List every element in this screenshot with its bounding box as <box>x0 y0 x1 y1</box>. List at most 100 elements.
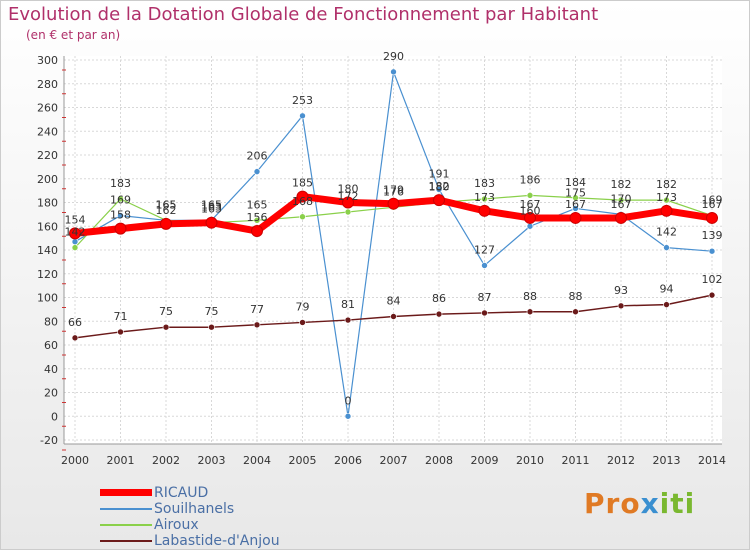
data-label: 182 <box>611 178 632 191</box>
y-tick-label: 300 <box>37 54 58 67</box>
data-label: 179 <box>383 184 404 197</box>
y-tick-label: 140 <box>37 244 58 257</box>
data-label: 93 <box>614 284 628 297</box>
data-label: 180 <box>429 181 450 194</box>
data-point <box>299 112 306 120</box>
y-tick-label: 100 <box>37 292 58 305</box>
chart-subtitle: (en € et par an) <box>26 28 121 42</box>
data-label: 165 <box>201 198 222 211</box>
y-tick-label: 0 <box>51 410 58 423</box>
x-tick-label: 2006 <box>334 454 362 467</box>
data-label: 87 <box>478 291 492 304</box>
data-label: 170 <box>611 192 632 205</box>
data-point <box>617 196 625 204</box>
data-label: 165 <box>156 198 177 211</box>
x-tick-label: 2012 <box>607 454 635 467</box>
data-point <box>299 319 306 326</box>
data-point <box>478 204 491 217</box>
data-label: 86 <box>432 292 446 305</box>
y-tick-label: 180 <box>37 197 58 210</box>
data-label: 253 <box>292 94 313 107</box>
data-label: 169 <box>110 194 131 207</box>
x-tick-label: 2013 <box>653 454 681 467</box>
data-label: 183 <box>110 177 131 190</box>
x-tick-label: 2008 <box>425 454 453 467</box>
data-label: 75 <box>159 305 173 318</box>
data-label: 94 <box>660 283 674 296</box>
data-point <box>253 217 261 224</box>
data-point <box>71 238 79 245</box>
data-label: 127 <box>474 243 495 256</box>
data-point <box>706 211 718 224</box>
data-point <box>160 217 172 230</box>
data-label: 88 <box>523 290 537 303</box>
data-point <box>344 412 352 420</box>
x-tick-label: 2000 <box>61 454 89 467</box>
data-point <box>390 68 397 76</box>
data-point <box>572 308 579 316</box>
data-label: 142 <box>65 226 86 239</box>
data-label: 165 <box>156 198 177 211</box>
data-label: 180 <box>338 183 359 196</box>
x-tick-label: 2004 <box>243 454 271 467</box>
y-tick-label: 40 <box>44 363 58 376</box>
data-label: 71 <box>114 310 128 323</box>
data-point <box>253 168 261 175</box>
data-label: 139 <box>702 229 723 242</box>
data-point <box>617 302 625 310</box>
data-point <box>117 212 124 219</box>
data-point <box>663 244 670 251</box>
data-label: 142 <box>656 226 677 239</box>
data-point <box>344 208 352 216</box>
data-label: 182 <box>656 178 677 191</box>
x-tick-label: 2010 <box>516 454 544 467</box>
y-tick-label: 280 <box>37 78 58 91</box>
data-point <box>572 194 579 202</box>
data-label: 102 <box>702 273 723 286</box>
data-label: 158 <box>110 209 131 222</box>
data-label: 168 <box>292 195 313 208</box>
proxiti-logo: Proxiti <box>584 487 696 520</box>
data-point <box>524 211 536 224</box>
data-label: 156 <box>247 211 268 224</box>
legend-label: Souilhanels <box>154 501 235 517</box>
data-point <box>572 205 579 212</box>
data-point <box>435 186 443 193</box>
data-point <box>296 190 309 203</box>
x-tick-label: 2011 <box>562 454 590 467</box>
data-label: 167 <box>611 198 632 211</box>
data-label: 173 <box>474 191 495 204</box>
data-point <box>481 262 488 269</box>
data-label: 81 <box>341 298 355 311</box>
data-label: 206 <box>247 150 268 163</box>
data-label: 185 <box>292 177 313 190</box>
data-label: 186 <box>520 173 541 186</box>
data-point <box>433 194 445 207</box>
x-tick-label: 2002 <box>152 454 180 467</box>
y-tick-label: 260 <box>37 102 58 115</box>
data-point <box>205 216 218 229</box>
data-label: 0 <box>345 394 352 407</box>
data-point <box>208 323 215 331</box>
data-label: 167 <box>520 198 541 211</box>
data-point <box>344 316 352 324</box>
data-label: 88 <box>569 290 583 303</box>
data-point <box>117 195 124 203</box>
x-tick-label: 2009 <box>471 454 499 467</box>
data-point <box>253 321 261 329</box>
data-label: 172 <box>338 190 359 203</box>
data-point <box>481 195 488 203</box>
data-label: 79 <box>296 300 310 313</box>
data-point <box>387 197 400 210</box>
y-tick-label: 80 <box>44 315 58 328</box>
data-point <box>435 310 443 318</box>
data-point <box>299 213 306 221</box>
x-tick-label: 2007 <box>380 454 408 467</box>
y-tick-label: 160 <box>37 220 58 233</box>
x-tick-label: 2005 <box>289 454 317 467</box>
legend-label: Labastide-d'Anjou <box>154 533 280 549</box>
y-tick-label: 220 <box>37 149 58 162</box>
legend-label: Airoux <box>154 517 199 533</box>
data-point <box>708 291 716 299</box>
y-tick-label: 240 <box>37 125 58 138</box>
